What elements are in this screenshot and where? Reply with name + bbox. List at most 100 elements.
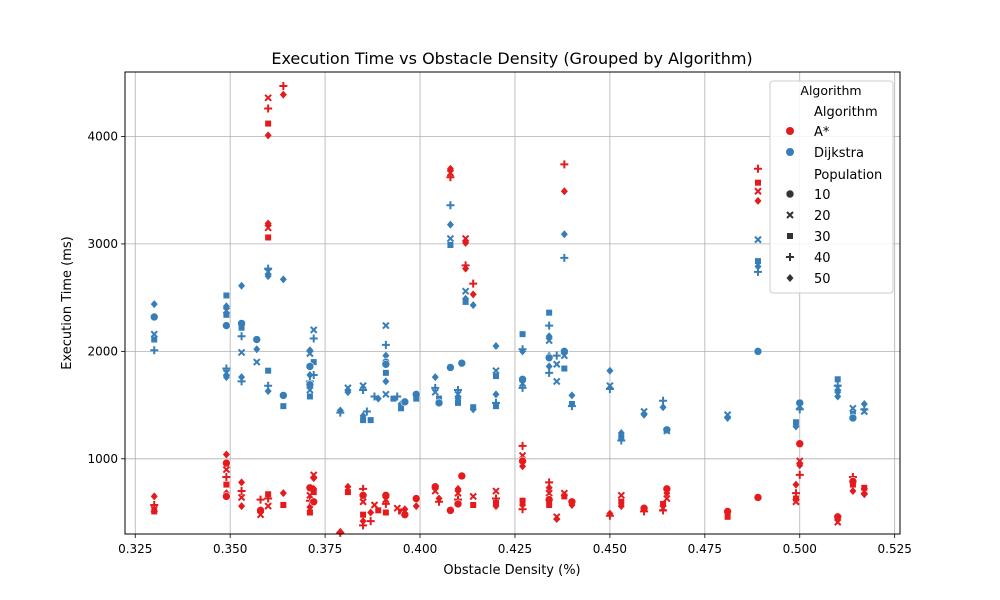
data-point: [344, 388, 352, 397]
data-point: [375, 507, 382, 514]
data-point: [265, 367, 272, 374]
legend-label: 40: [814, 251, 831, 266]
data-point: [366, 517, 375, 526]
legend: Algorithm Algorithm A* Dijkstra 10 20 30 40 50…: [769, 80, 894, 294]
legend-hue-title: Algorithm: [814, 105, 878, 120]
data-point: [545, 368, 554, 377]
data-point: [411, 494, 421, 503]
data-point: [469, 279, 478, 288]
data-point: [265, 491, 272, 498]
data-point: [617, 491, 625, 500]
data-point: [545, 489, 553, 497]
data-point: [659, 506, 668, 515]
data-point: [309, 497, 319, 507]
data-point: [264, 268, 272, 276]
data-point: [492, 403, 499, 410]
data-point: [238, 502, 246, 511]
data-point: [237, 377, 246, 386]
data-point: [223, 311, 230, 318]
data-point: [560, 253, 569, 262]
data-point: [381, 359, 391, 369]
data-point: [431, 383, 440, 392]
data-point: [447, 241, 454, 248]
data-point: [237, 332, 246, 341]
data-point: [553, 360, 561, 368]
data-point: [834, 384, 842, 392]
data-point: [561, 493, 568, 500]
data-point: [412, 502, 420, 511]
data-point: [560, 160, 569, 169]
legend-box: [769, 80, 894, 294]
data-point: [265, 234, 272, 241]
data-point: [545, 483, 553, 492]
data-point: [393, 392, 402, 401]
plot-frame: [124, 71, 901, 535]
data-point: [446, 169, 455, 177]
data-point: [305, 362, 315, 371]
data-point: [435, 497, 444, 506]
data-point: [469, 290, 477, 299]
data-point: [374, 394, 382, 403]
x-tick-label: 0.400: [403, 542, 437, 556]
data-point: [264, 94, 272, 102]
data-point: [222, 450, 230, 459]
data-point: [431, 388, 439, 396]
data-point: [222, 492, 231, 501]
data-point: [561, 365, 568, 372]
data-point: [310, 489, 317, 496]
data-point: [400, 397, 410, 407]
data-point: [461, 234, 470, 243]
data-point: [150, 492, 158, 501]
data-point: [834, 516, 842, 525]
data-point: [309, 370, 318, 379]
data-point: [753, 493, 763, 502]
data-point: [560, 351, 569, 360]
data-point: [309, 334, 318, 343]
data-point: [359, 386, 368, 395]
data-point: [150, 330, 158, 338]
data-point: [223, 481, 230, 488]
data-point: [792, 498, 800, 506]
data-point: [359, 521, 368, 530]
data-point: [382, 377, 390, 386]
data-point: [605, 511, 614, 520]
data-point: [310, 359, 317, 366]
data-point: [519, 347, 527, 356]
data-point: [401, 505, 409, 514]
data-point: [663, 494, 671, 503]
data-point: [469, 492, 477, 501]
data-point: [431, 487, 439, 495]
x-tick-label: 0.375: [308, 542, 342, 556]
data-point: [306, 393, 313, 400]
data-point: [792, 419, 799, 426]
data-point: [360, 417, 367, 424]
data-point: [454, 489, 462, 497]
data-point: [382, 321, 390, 330]
data-point: [462, 238, 470, 247]
data-point: [434, 398, 444, 408]
data-point: [618, 498, 625, 505]
data-points: [149, 81, 869, 537]
data-point: [860, 399, 868, 408]
data-point: [795, 405, 804, 414]
data-point: [849, 487, 857, 496]
x-tick-label: 0.475: [688, 542, 722, 556]
data-point: [446, 173, 455, 182]
legend-items: A* Dijkstra 10 20 30 40 50: [785, 125, 864, 287]
data-point: [470, 501, 477, 508]
data-point: [237, 493, 246, 502]
legend-marker: [786, 274, 794, 282]
data-point: [492, 341, 500, 350]
data-point: [553, 514, 561, 523]
data-point: [382, 369, 389, 376]
data-point: [849, 404, 857, 413]
data-point: [359, 498, 367, 506]
data-point: [754, 196, 762, 205]
data-point: [264, 224, 272, 232]
data-point: [792, 480, 800, 489]
data-point: [367, 417, 374, 424]
y-axis-label: Execution Time (ms): [60, 236, 75, 369]
data-point: [222, 473, 231, 482]
data-point: [663, 427, 671, 435]
data-point: [359, 382, 367, 390]
